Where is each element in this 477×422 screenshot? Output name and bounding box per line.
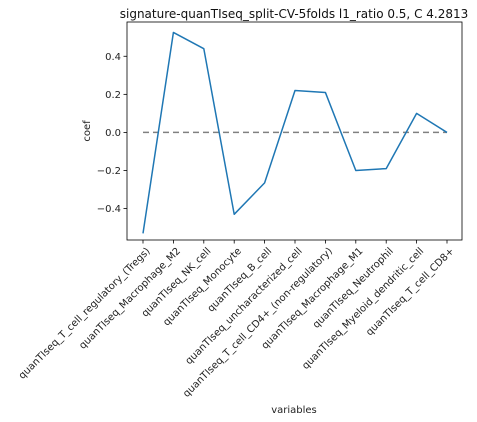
- x-tick-label: quanTIseq_T_cell_regulatory_(Tregs): [17, 246, 153, 382]
- x-axis-label: variables: [271, 405, 317, 416]
- axes-frame: [126, 21, 463, 241]
- plot-area: −0.4 −0.2 0.0 0.2 0.4 quanTIseq_T_cell_regula…: [17, 21, 463, 400]
- chart-title: signature-quanTIseq_split-CV-5folds l1_r…: [120, 7, 469, 21]
- y-tick-label: 0.0: [105, 128, 121, 139]
- y-axis-label: coef: [82, 120, 93, 142]
- y-tick-label: −0.2: [97, 166, 121, 177]
- y-tick-label: 0.2: [105, 90, 121, 101]
- y-tick-label: −0.4: [97, 204, 121, 215]
- y-tick-label: 0.4: [105, 52, 121, 63]
